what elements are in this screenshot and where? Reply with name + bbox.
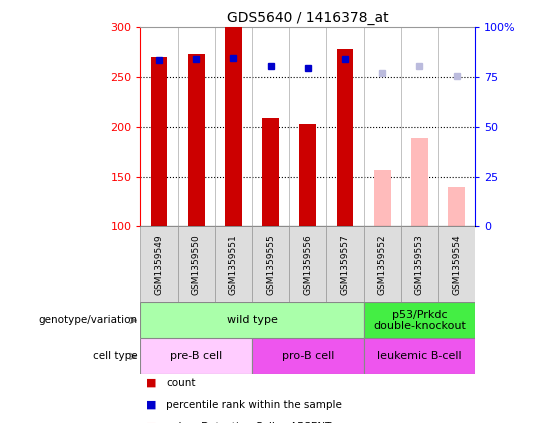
- Bar: [336, 49, 353, 226]
- Bar: [252, 338, 363, 374]
- Text: pro-B cell: pro-B cell: [282, 352, 334, 361]
- Bar: [438, 226, 475, 302]
- Bar: [215, 226, 252, 302]
- Bar: [225, 27, 242, 226]
- Bar: [140, 302, 363, 338]
- Text: GSM1359549: GSM1359549: [154, 234, 164, 295]
- Bar: [262, 118, 279, 226]
- Text: GSM1359551: GSM1359551: [229, 234, 238, 295]
- Text: cell type: cell type: [93, 352, 138, 361]
- Text: GSM1359557: GSM1359557: [341, 234, 349, 295]
- Text: GSM1359555: GSM1359555: [266, 234, 275, 295]
- Text: wild type: wild type: [227, 316, 278, 325]
- Bar: [252, 226, 289, 302]
- Text: leukemic B-cell: leukemic B-cell: [377, 352, 462, 361]
- Text: count: count: [166, 378, 196, 388]
- Bar: [363, 338, 475, 374]
- Title: GDS5640 / 1416378_at: GDS5640 / 1416378_at: [227, 11, 389, 25]
- Text: ■: ■: [146, 422, 156, 423]
- Text: p53/Prkdc
double-knockout: p53/Prkdc double-knockout: [373, 310, 466, 331]
- Bar: [151, 58, 167, 226]
- Bar: [188, 54, 205, 226]
- Bar: [178, 226, 215, 302]
- Text: GSM1359553: GSM1359553: [415, 234, 424, 295]
- Bar: [326, 226, 363, 302]
- Text: pre-B cell: pre-B cell: [170, 352, 222, 361]
- Bar: [411, 138, 428, 226]
- Text: ■: ■: [146, 400, 156, 410]
- Bar: [289, 226, 326, 302]
- Bar: [299, 124, 316, 226]
- Bar: [140, 338, 252, 374]
- Text: percentile rank within the sample: percentile rank within the sample: [166, 400, 342, 410]
- Text: GSM1359552: GSM1359552: [377, 234, 387, 295]
- Bar: [448, 187, 465, 226]
- Text: genotype/variation: genotype/variation: [38, 316, 138, 325]
- Bar: [140, 226, 178, 302]
- Text: GSM1359554: GSM1359554: [452, 234, 461, 295]
- Text: GSM1359550: GSM1359550: [192, 234, 201, 295]
- Text: value, Detection Call = ABSENT: value, Detection Call = ABSENT: [166, 422, 332, 423]
- Text: ■: ■: [146, 378, 156, 388]
- Bar: [363, 302, 475, 338]
- Bar: [374, 170, 390, 226]
- Bar: [363, 226, 401, 302]
- Bar: [401, 226, 438, 302]
- Text: GSM1359556: GSM1359556: [303, 234, 312, 295]
